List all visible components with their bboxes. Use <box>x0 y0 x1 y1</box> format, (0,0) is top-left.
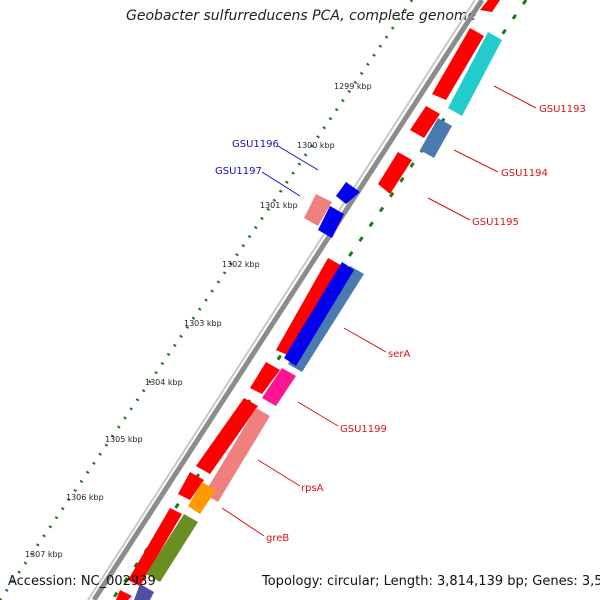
leader-line <box>221 507 265 537</box>
cds-feature <box>276 258 346 356</box>
cds-feature <box>146 514 198 582</box>
gene-label-gsu1193: GSU1193 <box>539 104 586 115</box>
accession-label: Accession: NC_002939 <box>8 574 156 589</box>
cds-feature <box>204 408 270 502</box>
cds-feature <box>250 362 280 394</box>
gene-label-gsu1194: GSU1194 <box>501 168 548 179</box>
cds-feature <box>378 152 412 194</box>
cds-feature <box>178 472 204 500</box>
cds-feature <box>196 398 258 474</box>
cds-feature <box>116 590 132 600</box>
leader-line <box>427 197 471 221</box>
cds-feature <box>134 584 154 600</box>
cds-feature <box>284 262 354 366</box>
gene-label-gsu1195: GSU1195 <box>472 217 519 228</box>
cds-feature <box>188 482 216 514</box>
backbone-line <box>91 0 485 600</box>
genome-title: Geobacter sulfurreducens PCA, complete g… <box>126 8 477 24</box>
tick-label: 1304 kbp <box>145 378 183 387</box>
gene-label-serA: serA <box>388 349 410 360</box>
gene-label-gsu1196: GSU1196 <box>232 139 279 150</box>
tick-label: 1306 kbp <box>66 493 104 502</box>
forward-cds-track <box>116 0 500 600</box>
leader-line <box>261 171 301 197</box>
leader-line <box>493 85 537 109</box>
cds-feature <box>318 206 344 238</box>
tick-label: 1301 kbp <box>260 201 298 210</box>
leader-line <box>277 145 319 171</box>
cds-feature <box>448 32 502 116</box>
gene-label-rpsA: rpsA <box>301 483 324 494</box>
leader-line <box>297 401 339 427</box>
leader-line <box>343 327 387 353</box>
tick-label: 1302 kbp <box>222 260 260 269</box>
tick-label: 1307 kbp <box>25 550 63 559</box>
cds-feature <box>410 106 440 138</box>
leader-line <box>257 459 301 487</box>
gene-label-gsu1197: GSU1197 <box>215 166 262 177</box>
tick-label: 1300 kbp <box>297 141 335 150</box>
gene-label-greB: greB <box>266 533 289 544</box>
cds-feature <box>128 508 182 586</box>
gene-label-gsu1199: GSU1199 <box>340 424 387 435</box>
cds-feature <box>420 118 452 158</box>
tick-label: 1305 kbp <box>105 435 143 444</box>
cds-feature <box>336 182 360 204</box>
leader-line <box>453 149 499 173</box>
tick-label: 1303 kbp <box>184 319 222 328</box>
reverse-cds-track <box>134 32 502 600</box>
cds-feature <box>432 28 484 100</box>
cds-feature <box>480 0 500 12</box>
cds-feature <box>304 194 332 226</box>
cds-feature <box>262 368 296 406</box>
topology-label: Topology: circular; Length: 3,814,139 bp… <box>262 574 600 589</box>
outer-dotted-ring <box>0 0 414 600</box>
backbone-highlight <box>87 0 476 600</box>
tick-label: 1299 kbp <box>334 82 372 91</box>
